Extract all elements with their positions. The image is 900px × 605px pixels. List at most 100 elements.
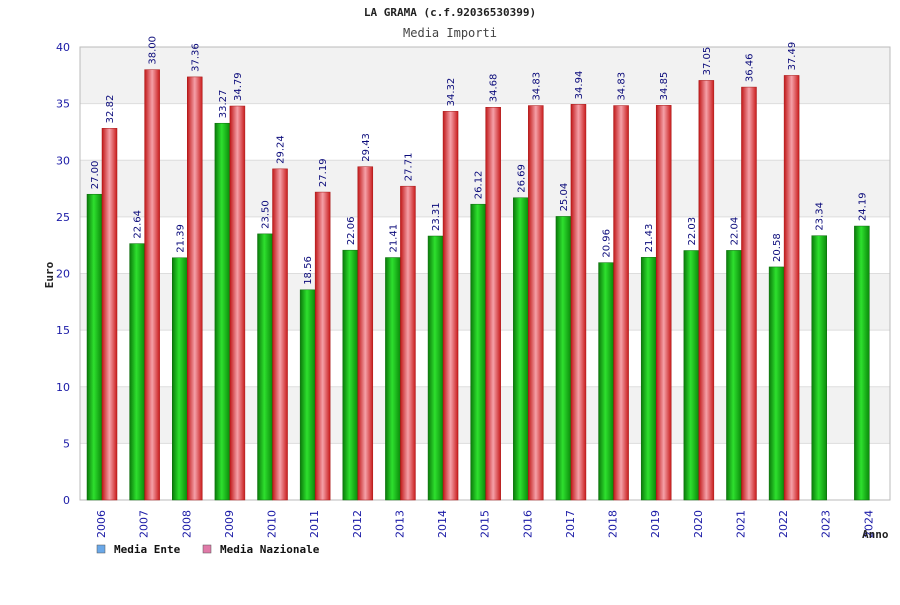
data-label: 33.27 xyxy=(218,90,229,119)
data-label: 37.49 xyxy=(787,42,798,71)
x-tick-label: 2024 xyxy=(862,510,875,538)
bar-media-ente xyxy=(598,262,614,501)
bar-media-nazionale xyxy=(570,104,587,501)
x-tick-label: 2012 xyxy=(351,510,364,538)
y-tick-label: 35 xyxy=(56,98,70,111)
bar-media-ente xyxy=(172,257,188,501)
bar-media-ente xyxy=(683,250,700,501)
x-tick-label: 2014 xyxy=(436,510,449,538)
bar-media-ente xyxy=(342,249,359,501)
bar-media-ente xyxy=(427,235,444,501)
x-tick-label: 2011 xyxy=(308,510,321,538)
x-tick-label: 2020 xyxy=(692,510,705,538)
data-label: 37.36 xyxy=(190,43,201,72)
y-axis-label: Euro xyxy=(43,261,56,288)
bar-media-nazionale xyxy=(187,76,203,501)
x-tick-label: 2021 xyxy=(734,510,747,538)
bar-media-nazionale xyxy=(741,86,757,501)
bar-media-nazionale xyxy=(528,105,544,501)
x-tick-label: 2018 xyxy=(607,510,620,538)
bar-media-ente xyxy=(854,225,870,501)
data-label: 34.94 xyxy=(574,71,585,100)
y-axis: 0 5 10 15 20 25 30 35 40 xyxy=(56,41,70,507)
x-axis-label: Anno xyxy=(862,528,889,541)
bar-media-ente xyxy=(513,197,529,501)
bar-media-nazionale xyxy=(613,105,629,501)
x-tick-label: 2008 xyxy=(180,510,193,538)
data-label: 32.82 xyxy=(105,95,116,124)
bar-media-ente xyxy=(768,266,785,501)
legend: Media Ente Media Nazionale xyxy=(96,543,320,556)
data-label: 34.83 xyxy=(531,72,542,101)
bar-media-nazionale xyxy=(357,166,374,501)
data-label: 27.19 xyxy=(318,158,329,187)
bar-media-ente xyxy=(257,233,273,501)
data-label: 23.50 xyxy=(261,200,272,229)
bar-media-nazionale xyxy=(229,105,246,501)
bar-media-ente xyxy=(299,289,316,501)
data-label: 23.34 xyxy=(815,202,826,231)
bar-media-nazionale xyxy=(144,69,160,501)
data-label: 21.43 xyxy=(644,224,655,253)
data-label: 26.12 xyxy=(474,171,485,200)
data-label: 29.24 xyxy=(276,135,287,164)
data-label: 36.46 xyxy=(744,53,755,82)
data-label: 34.85 xyxy=(659,72,670,101)
data-label: 25.04 xyxy=(559,183,570,212)
data-label: 18.56 xyxy=(303,256,314,285)
x-tick-label: 2017 xyxy=(564,510,577,538)
data-label: 37.05 xyxy=(702,47,713,76)
data-label: 29.43 xyxy=(361,133,372,162)
bar-media-nazionale xyxy=(655,105,672,501)
x-tick-label: 2015 xyxy=(479,510,492,538)
y-tick-label: 10 xyxy=(56,381,70,394)
bar-media-ente xyxy=(214,122,231,501)
data-label: 20.96 xyxy=(602,229,613,258)
chart-subtitle: Media Importi xyxy=(403,26,497,40)
bar-media-ente xyxy=(811,235,827,501)
bar-media-ente xyxy=(129,243,145,501)
data-label: 34.32 xyxy=(446,78,457,107)
bar-media-ente xyxy=(385,257,401,501)
bar-media-nazionale xyxy=(400,185,416,501)
data-label: 24.19 xyxy=(857,192,868,221)
data-label: 22.06 xyxy=(346,217,357,246)
x-tick-label: 2006 xyxy=(95,510,108,538)
bars: 27.00 32.82 22.64 38.00 21.39 37.36 33.27 34.79… xyxy=(86,36,870,501)
x-axis: 2006 2007 2008 2009 2010 2011 2012 2013 2014 2015… xyxy=(95,510,875,538)
data-label: 22.04 xyxy=(729,217,740,246)
bar-media-ente xyxy=(640,257,657,501)
bar-media-ente xyxy=(726,250,742,501)
data-label: 27.00 xyxy=(90,161,101,190)
data-label: 23.31 xyxy=(431,202,442,231)
y-tick-label: 15 xyxy=(56,324,70,337)
data-label: 22.03 xyxy=(687,217,698,246)
legend-label: Media Ente xyxy=(114,543,181,556)
y-tick-label: 25 xyxy=(56,211,70,224)
bar-media-nazionale xyxy=(783,75,800,501)
data-label: 20.58 xyxy=(772,233,783,262)
x-tick-label: 2007 xyxy=(138,510,151,538)
data-label: 38.00 xyxy=(148,36,159,65)
x-tick-label: 2009 xyxy=(223,510,236,538)
x-tick-label: 2019 xyxy=(649,510,662,538)
bar-media-nazionale xyxy=(314,191,331,501)
x-tick-label: 2016 xyxy=(521,510,534,538)
data-label: 34.83 xyxy=(617,72,628,101)
x-tick-label: 2023 xyxy=(820,510,833,538)
bar-media-nazionale xyxy=(485,106,501,501)
data-label: 22.64 xyxy=(133,210,144,239)
data-label: 21.41 xyxy=(388,224,399,253)
bar-media-ente xyxy=(555,216,572,501)
legend-swatch xyxy=(96,544,106,554)
bar-media-ente xyxy=(86,193,103,501)
chart-title: LA GRAMA (c.f.92036530399) xyxy=(364,6,536,19)
y-tick-label: 20 xyxy=(56,268,70,281)
bar-media-ente xyxy=(470,203,486,501)
data-label: 34.79 xyxy=(233,72,244,101)
bar-media-nazionale xyxy=(101,128,118,501)
bar-media-nazionale xyxy=(442,111,459,501)
y-tick-label: 5 xyxy=(63,437,70,450)
y-tick-label: 40 xyxy=(56,41,70,54)
